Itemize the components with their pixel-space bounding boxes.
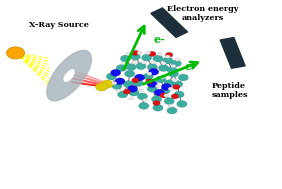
Circle shape xyxy=(146,79,153,84)
Circle shape xyxy=(167,67,177,73)
Circle shape xyxy=(116,89,121,92)
Circle shape xyxy=(112,81,117,85)
Circle shape xyxy=(156,76,166,83)
Circle shape xyxy=(149,68,159,75)
Circle shape xyxy=(165,55,170,58)
Circle shape xyxy=(154,89,164,96)
Circle shape xyxy=(160,93,167,98)
Circle shape xyxy=(130,53,140,60)
Ellipse shape xyxy=(47,50,91,101)
Circle shape xyxy=(142,54,152,61)
Circle shape xyxy=(137,51,142,55)
Circle shape xyxy=(132,50,139,55)
Circle shape xyxy=(160,87,170,94)
Circle shape xyxy=(173,81,183,88)
Circle shape xyxy=(151,61,156,64)
Circle shape xyxy=(143,73,153,80)
Circle shape xyxy=(149,51,156,56)
Circle shape xyxy=(116,65,126,71)
Circle shape xyxy=(125,70,135,77)
Circle shape xyxy=(161,62,166,65)
Circle shape xyxy=(95,83,108,91)
Circle shape xyxy=(175,58,180,61)
Circle shape xyxy=(111,69,121,76)
Circle shape xyxy=(122,62,127,65)
Bar xyxy=(220,38,245,68)
Text: Electron energy
analyzers: Electron energy analyzers xyxy=(167,5,239,22)
Circle shape xyxy=(177,101,187,107)
Circle shape xyxy=(129,89,139,96)
Circle shape xyxy=(163,57,173,64)
Circle shape xyxy=(101,80,113,88)
Circle shape xyxy=(160,76,165,79)
Circle shape xyxy=(147,85,157,92)
Circle shape xyxy=(137,93,147,100)
Bar xyxy=(151,8,188,37)
Circle shape xyxy=(161,84,171,90)
Circle shape xyxy=(151,96,162,103)
Circle shape xyxy=(167,107,177,114)
Circle shape xyxy=(136,63,146,70)
Circle shape xyxy=(115,78,125,85)
Circle shape xyxy=(153,101,160,105)
Circle shape xyxy=(153,104,163,111)
Circle shape xyxy=(171,64,176,68)
Circle shape xyxy=(143,98,148,102)
Circle shape xyxy=(120,55,131,62)
Circle shape xyxy=(168,70,179,77)
Circle shape xyxy=(164,98,174,105)
Circle shape xyxy=(135,74,145,81)
Circle shape xyxy=(129,97,134,100)
Circle shape xyxy=(138,89,144,92)
Circle shape xyxy=(132,78,139,83)
Circle shape xyxy=(112,83,122,89)
Ellipse shape xyxy=(64,70,74,81)
Circle shape xyxy=(146,51,151,55)
Circle shape xyxy=(174,91,184,98)
Circle shape xyxy=(178,74,188,81)
Circle shape xyxy=(139,102,149,109)
Circle shape xyxy=(164,94,169,97)
Circle shape xyxy=(168,104,173,108)
Circle shape xyxy=(133,80,143,87)
Text: X-Ray Source: X-Ray Source xyxy=(29,21,89,29)
Circle shape xyxy=(126,64,136,70)
Circle shape xyxy=(127,85,138,92)
Circle shape xyxy=(147,72,152,75)
Circle shape xyxy=(172,79,177,82)
Circle shape xyxy=(131,61,136,64)
Circle shape xyxy=(106,73,116,80)
Text: e-: e- xyxy=(185,61,197,72)
Circle shape xyxy=(158,65,169,71)
Circle shape xyxy=(123,89,131,94)
Text: Peptide
samples: Peptide samples xyxy=(212,82,248,99)
Circle shape xyxy=(155,84,160,88)
Text: e-: e- xyxy=(154,34,166,45)
Circle shape xyxy=(123,81,133,88)
Circle shape xyxy=(147,81,157,88)
Circle shape xyxy=(157,52,162,56)
Circle shape xyxy=(164,80,174,87)
Circle shape xyxy=(171,60,181,67)
Circle shape xyxy=(166,52,173,57)
Circle shape xyxy=(171,94,179,99)
Circle shape xyxy=(126,52,131,56)
Circle shape xyxy=(6,47,25,59)
Circle shape xyxy=(168,87,173,91)
Circle shape xyxy=(141,61,146,64)
Circle shape xyxy=(153,55,163,62)
Circle shape xyxy=(173,84,180,89)
Circle shape xyxy=(147,64,157,70)
Circle shape xyxy=(118,91,128,98)
